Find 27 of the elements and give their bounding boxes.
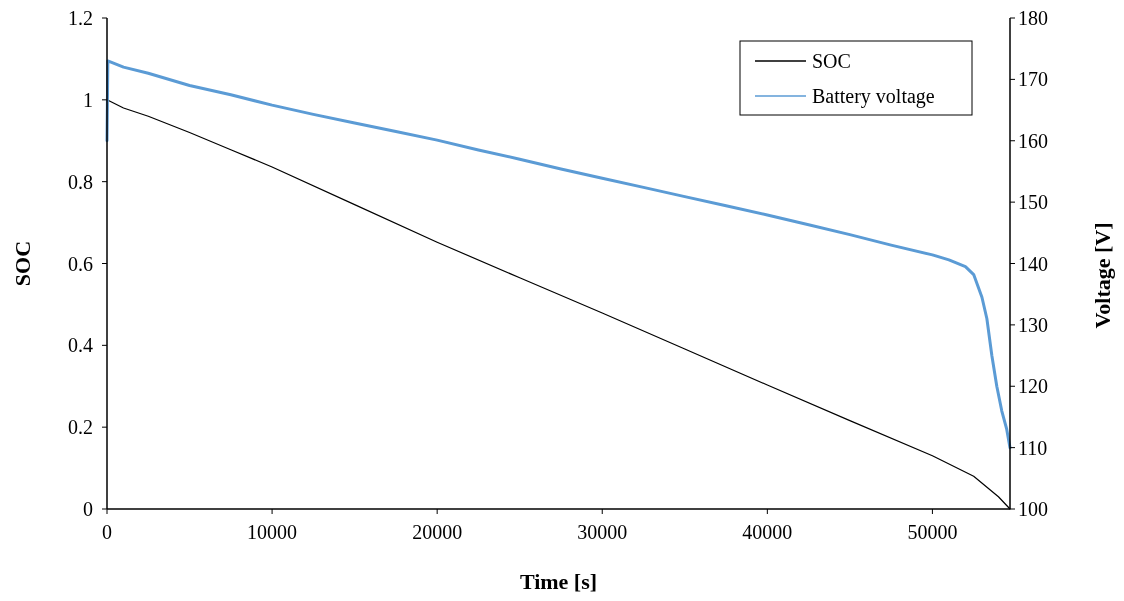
y2-tick-label: 120 <box>1018 375 1048 398</box>
y-axis-title: SOC <box>10 240 35 287</box>
y2-tick-label: 110 <box>1018 436 1048 459</box>
y2-tick-label: 170 <box>1018 68 1048 91</box>
y2-tick-label: 160 <box>1018 129 1048 152</box>
x-tick-label: 20000 <box>412 521 463 543</box>
y2-tick-label: 140 <box>1018 252 1048 275</box>
legend-label: Battery voltage <box>812 85 935 108</box>
y-tick-label: 1 <box>83 88 93 111</box>
y2-tick-label: 130 <box>1018 313 1048 336</box>
y-tick-label: 0.6 <box>68 252 93 275</box>
y2-tick-label: 180 <box>1018 7 1048 29</box>
x-tick-label: 10000 <box>247 521 298 543</box>
x-axis-title: Time [s] <box>519 569 598 594</box>
y-tick-label: 0.8 <box>68 170 93 193</box>
x-tick-label: 50000 <box>907 521 958 543</box>
y2-tick-label: 150 <box>1018 191 1048 214</box>
x-tick-label: 30000 <box>577 521 628 543</box>
legend-label: SOC <box>812 50 851 72</box>
y-tick-label: 1.2 <box>68 7 93 29</box>
y-tick-label: 0 <box>83 498 93 520</box>
x-tick-label: 0 <box>102 521 112 543</box>
y-tick-label: 0.2 <box>68 416 93 439</box>
y2-axis-title: Voltage [V] <box>1090 222 1115 329</box>
x-tick-label: 40000 <box>742 521 793 543</box>
y-tick-label: 0.4 <box>68 334 93 357</box>
y2-tick-label: 100 <box>1018 498 1048 520</box>
